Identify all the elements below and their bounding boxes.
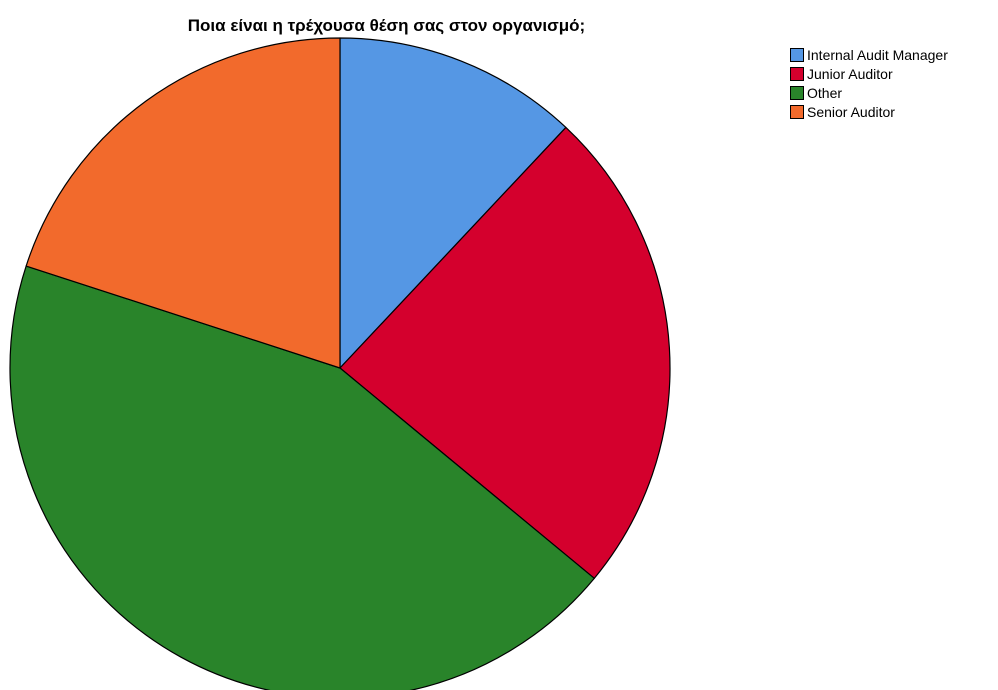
- legend: Internal Audit Manager Junior Auditor Othe…: [790, 45, 948, 121]
- pie-slice-internal-audit-manager: [339, 37, 567, 369]
- legend-item-other: Other: [790, 83, 948, 102]
- legend-item-internal-audit-manager: Internal Audit Manager: [790, 45, 948, 64]
- legend-item-senior-auditor: Senior Auditor: [790, 102, 948, 121]
- legend-label: Junior Auditor: [807, 65, 893, 82]
- legend-swatch: [790, 104, 804, 119]
- legend-swatch: [790, 47, 804, 62]
- legend-swatch: [790, 85, 804, 100]
- pie-slice-senior-auditor: [25, 37, 341, 369]
- pie-slice-junior-auditor: [339, 126, 671, 579]
- legend-item-junior-auditor: Junior Auditor: [790, 64, 948, 83]
- legend-swatch: [790, 66, 804, 81]
- pie-slice-other: [9, 265, 595, 690]
- chart-title: Ποια είναι η τρέχουσα θέση σας στον οργα…: [187, 16, 586, 35]
- pie-slices: [9, 37, 671, 690]
- legend-label: Internal Audit Manager: [807, 46, 948, 63]
- legend-label: Senior Auditor: [807, 103, 895, 120]
- legend-label: Other: [807, 84, 843, 101]
